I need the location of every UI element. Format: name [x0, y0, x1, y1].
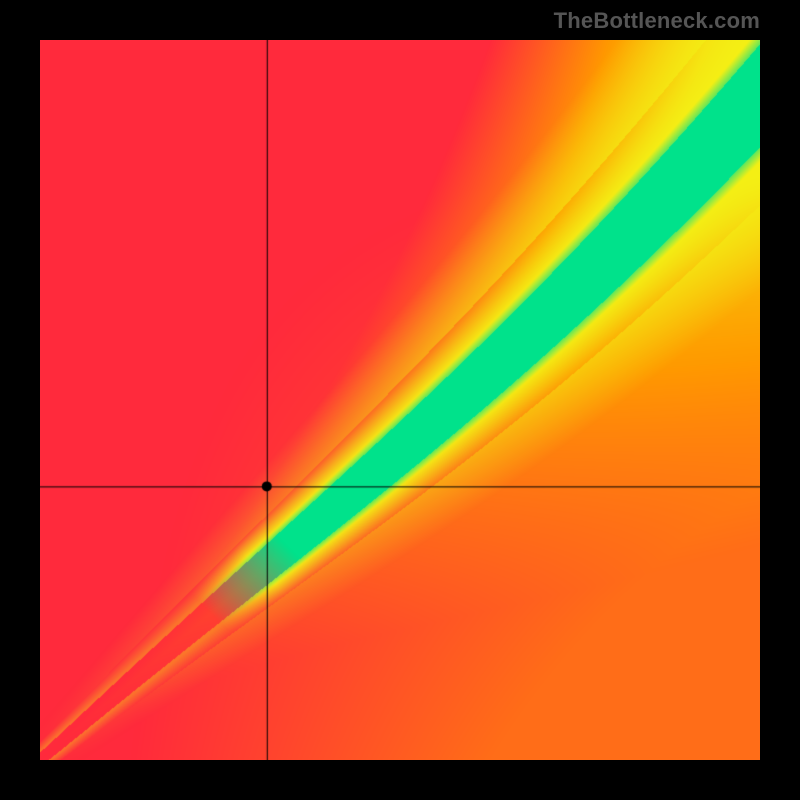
heatmap-canvas: [40, 40, 760, 760]
watermark-text: TheBottleneck.com: [554, 8, 760, 34]
heatmap-plot: [40, 40, 760, 760]
chart-container: TheBottleneck.com: [0, 0, 800, 800]
